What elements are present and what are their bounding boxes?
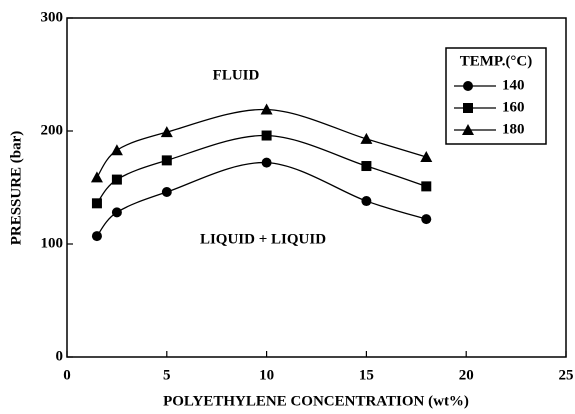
marker: [91, 198, 102, 209]
marker: [463, 103, 473, 113]
legend-label: 140: [502, 77, 525, 93]
marker: [260, 103, 273, 115]
marker: [463, 81, 473, 91]
plot-frame: [66, 17, 567, 358]
legend-label: 160: [502, 99, 525, 115]
marker: [261, 130, 272, 141]
marker: [420, 150, 433, 162]
legend-title: TEMP.(°C): [460, 53, 533, 69]
marker: [421, 214, 432, 225]
annotation: FLUID: [213, 67, 260, 83]
y-tick-label: 200: [41, 122, 64, 138]
marker: [261, 157, 272, 168]
x-tick-label: 20: [459, 367, 474, 383]
marker: [361, 196, 372, 207]
x-tick-label: 15: [359, 367, 374, 383]
marker: [91, 231, 102, 242]
x-tick-label: 5: [163, 367, 171, 383]
marker: [360, 132, 373, 144]
y-axis-label: PRESSURE (bar): [8, 131, 24, 246]
marker: [110, 144, 123, 156]
legend-box: [445, 47, 547, 145]
marker: [90, 171, 103, 183]
marker: [421, 181, 432, 192]
y-tick-label: 0: [56, 348, 64, 364]
x-tick-label: 10: [259, 367, 274, 383]
y-tick-label: 100: [41, 235, 64, 251]
x-axis-label: POLYETHYLENE CONCENTRATION (wt%): [163, 393, 469, 409]
marker: [361, 161, 372, 172]
x-tick-label: 0: [63, 367, 71, 383]
y-tick-label: 300: [41, 9, 64, 25]
legend-label: 180: [502, 121, 525, 137]
x-tick-label: 25: [559, 367, 574, 383]
series-line: [96, 134, 427, 204]
annotation: LIQUID + LIQUID: [200, 231, 326, 247]
marker: [462, 124, 474, 135]
marker: [160, 126, 173, 138]
series-line: [96, 161, 427, 237]
marker: [111, 207, 122, 218]
marker: [161, 187, 172, 198]
marker: [111, 174, 122, 185]
marker: [161, 155, 172, 166]
